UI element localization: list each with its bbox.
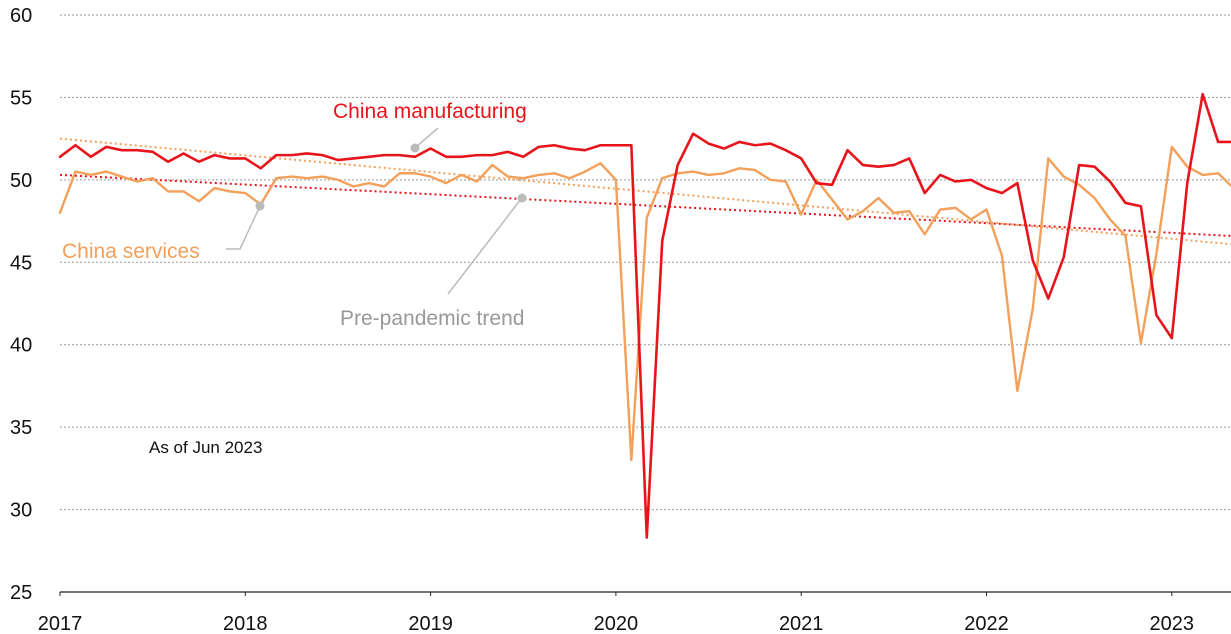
y-tick-40: 40 (10, 335, 32, 357)
series-line-manufacturing (58, 92, 1231, 539)
y-gridlines (60, 14, 1231, 511)
services-leader-line (226, 205, 261, 250)
series-lines (58, 92, 1231, 539)
trend-leader-dot (517, 193, 527, 203)
trend-line-services (59, 137, 1231, 246)
y-tick-55: 55 (10, 87, 32, 109)
services-series-label: China services (62, 240, 200, 263)
x-tick-2020: 2020 (594, 613, 639, 634)
x-tick-2017: 2017 (38, 613, 83, 634)
as-of-note: As of Jun 2023 (149, 438, 262, 457)
series-line-services (58, 145, 1231, 462)
annotations: China manufacturing China services Pre-p… (62, 100, 527, 457)
y-tick-45: 45 (10, 252, 32, 274)
y-tick-50: 50 (10, 170, 32, 192)
trend-lines (59, 137, 1231, 246)
services-leader-dot (255, 201, 265, 211)
y-tick-25: 25 (10, 582, 32, 604)
trend-leader-line (447, 198, 522, 295)
x-axis (59, 591, 1231, 596)
trend-label: Pre-pandemic trend (340, 307, 524, 330)
x-tick-2021: 2021 (779, 613, 824, 634)
x-tick-2023: 2023 (1150, 613, 1195, 634)
manufacturing-leader-line (415, 127, 439, 148)
y-tick-60: 60 (10, 5, 32, 27)
manufacturing-series-label: China manufacturing (333, 100, 527, 123)
y-tick-35: 35 (10, 417, 32, 439)
trend-line-manufacturing (59, 173, 1231, 237)
y-tick-30: 30 (10, 500, 32, 522)
x-tick-2018: 2018 (223, 613, 268, 634)
y-tick-labels: 25 30 35 40 45 50 55 60 (10, 5, 32, 604)
x-tick-2019: 2019 (408, 613, 453, 634)
manufacturing-leader-dot (410, 143, 420, 153)
x-tick-2022: 2022 (964, 613, 1009, 634)
x-tick-labels: 2017 2018 2019 2020 2021 2022 2023 (38, 613, 1194, 634)
